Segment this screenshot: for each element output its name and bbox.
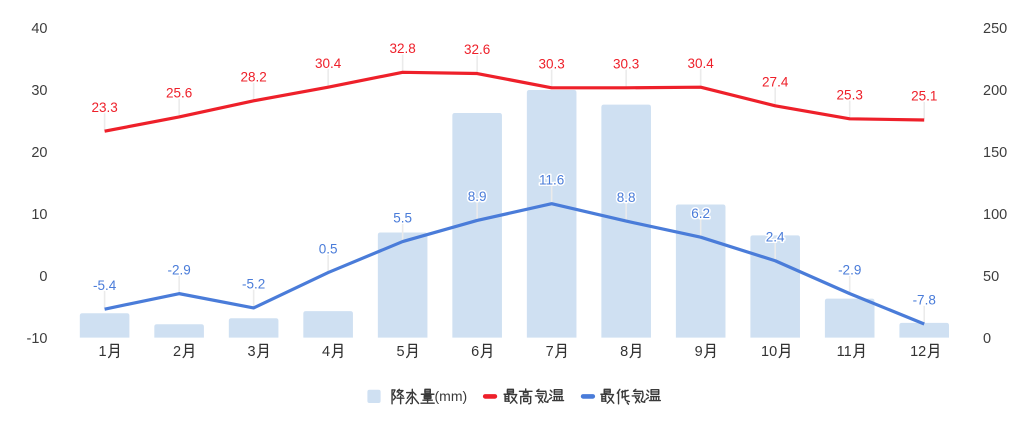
svg-text:-2.9: -2.9 bbox=[838, 262, 861, 277]
svg-text:0: 0 bbox=[983, 331, 991, 347]
svg-text:25.6: 25.6 bbox=[166, 86, 192, 101]
svg-text:3: 3 bbox=[248, 344, 256, 360]
svg-text:250: 250 bbox=[983, 21, 1007, 37]
svg-text:-5.2: -5.2 bbox=[242, 277, 265, 292]
svg-text:5: 5 bbox=[397, 344, 405, 360]
svg-text:5.5: 5.5 bbox=[393, 210, 412, 225]
svg-text:28.2: 28.2 bbox=[240, 70, 266, 85]
svg-text:10: 10 bbox=[761, 344, 777, 360]
svg-text:30.4: 30.4 bbox=[315, 56, 342, 71]
svg-text:25.3: 25.3 bbox=[837, 87, 863, 102]
svg-text:6: 6 bbox=[471, 344, 479, 360]
svg-text:25.1: 25.1 bbox=[911, 89, 937, 104]
svg-text:100: 100 bbox=[983, 207, 1007, 223]
svg-text:(mm): (mm) bbox=[435, 388, 468, 404]
svg-text:50: 50 bbox=[983, 269, 999, 285]
svg-text:32.8: 32.8 bbox=[389, 41, 415, 56]
svg-text:12: 12 bbox=[910, 344, 926, 360]
svg-text:11.6: 11.6 bbox=[539, 172, 564, 187]
svg-text:200: 200 bbox=[983, 83, 1007, 99]
svg-text:32.6: 32.6 bbox=[464, 42, 490, 57]
svg-text:0: 0 bbox=[39, 269, 47, 285]
svg-text:0.5: 0.5 bbox=[319, 241, 338, 256]
svg-text:27.4: 27.4 bbox=[762, 74, 789, 89]
svg-text:30: 30 bbox=[31, 83, 47, 99]
svg-text:-2.9: -2.9 bbox=[167, 262, 190, 277]
svg-text:7: 7 bbox=[546, 344, 554, 360]
svg-text:2: 2 bbox=[173, 344, 181, 360]
svg-text:30.3: 30.3 bbox=[613, 56, 639, 71]
svg-text:150: 150 bbox=[983, 145, 1007, 161]
svg-text:-5.4: -5.4 bbox=[93, 278, 117, 293]
svg-text:1: 1 bbox=[99, 344, 107, 360]
svg-text:40: 40 bbox=[31, 21, 47, 37]
svg-text:11: 11 bbox=[837, 344, 852, 360]
svg-text:6.2: 6.2 bbox=[691, 206, 710, 221]
svg-text:8.8: 8.8 bbox=[617, 190, 636, 205]
svg-text:-10: -10 bbox=[27, 331, 48, 347]
svg-text:20: 20 bbox=[31, 145, 47, 161]
svg-text:30.4: 30.4 bbox=[688, 56, 715, 71]
svg-text:23.3: 23.3 bbox=[91, 100, 117, 115]
svg-text:-7.8: -7.8 bbox=[913, 293, 936, 308]
svg-text:2.4: 2.4 bbox=[766, 229, 785, 244]
svg-text:8.9: 8.9 bbox=[468, 189, 487, 204]
svg-text:10: 10 bbox=[31, 207, 47, 223]
svg-text:9: 9 bbox=[695, 344, 703, 360]
svg-text:30.3: 30.3 bbox=[539, 56, 565, 71]
svg-text:4: 4 bbox=[322, 344, 330, 360]
svg-text:8: 8 bbox=[620, 344, 628, 360]
